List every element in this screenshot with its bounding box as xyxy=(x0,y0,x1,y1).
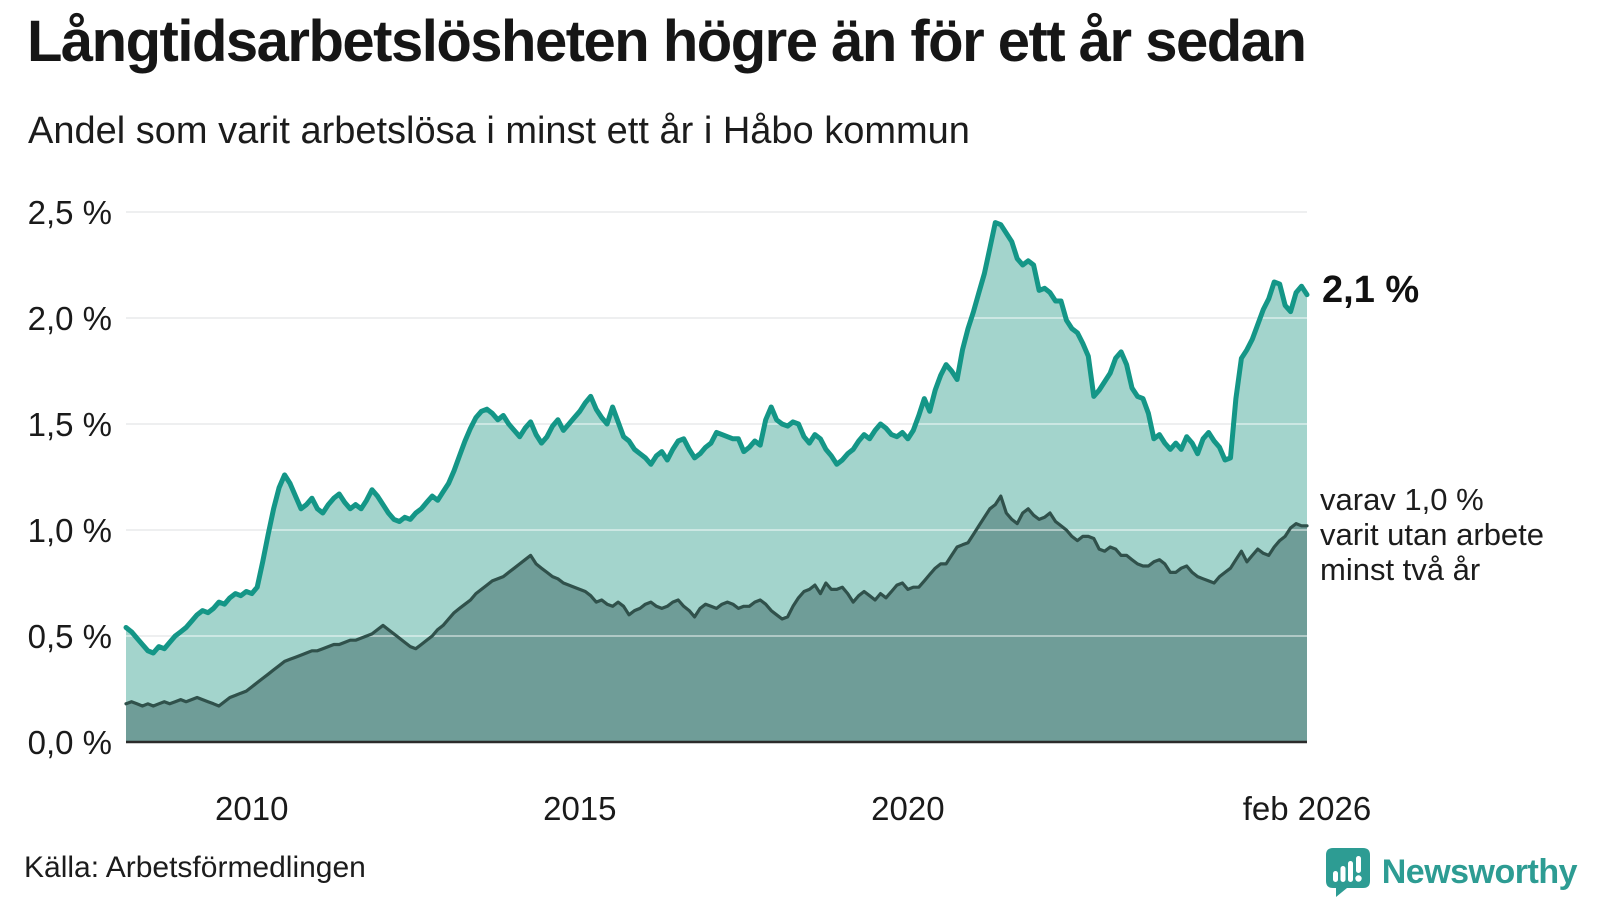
source-label: Källa: Arbetsförmedlingen xyxy=(24,851,366,884)
end-value-label: 2,1 % xyxy=(1322,269,1420,311)
page-title: Långtidsarbetslösheten högre än för ett … xyxy=(27,9,1307,74)
x-axis-tick-label: 2010 xyxy=(215,790,288,827)
newsworthy-wordmark: Newsworthy xyxy=(1381,852,1578,891)
x-axis-tick-label: feb 2026 xyxy=(1243,790,1371,827)
note-line-2: varit utan arbete xyxy=(1320,517,1545,552)
y-axis-tick-label: 2,0 % xyxy=(28,300,112,337)
y-axis-tick-label: 1,5 % xyxy=(28,406,112,443)
note-line-1: varav 1,0 % xyxy=(1320,482,1484,517)
chart-subtitle: Andel som varit arbetslösa i minst ett å… xyxy=(28,110,970,152)
newsworthy-logo-icon xyxy=(1325,847,1371,897)
note-line-3: minst två år xyxy=(1320,552,1481,587)
y-axis-tick-label: 0,0 % xyxy=(28,724,112,761)
y-axis-tick-label: 0,5 % xyxy=(28,618,112,655)
series-area-two-years xyxy=(126,496,1307,742)
x-axis-tick-label: 2020 xyxy=(871,790,944,827)
y-axis-tick-label: 2,5 % xyxy=(28,194,112,231)
chart-bars-speech-bubble-icon xyxy=(1325,848,1370,897)
series-line-two-years xyxy=(124,494,1309,708)
series-note-label: varav 1,0 % varit utan arbete minst två … xyxy=(1320,482,1544,587)
newsworthy-logo: Newsworthy xyxy=(1325,847,1578,897)
x-axis-tick-label: 2015 xyxy=(543,790,616,827)
y-axis-tick-label: 1,0 % xyxy=(28,512,112,549)
series-line-total xyxy=(123,220,1310,656)
